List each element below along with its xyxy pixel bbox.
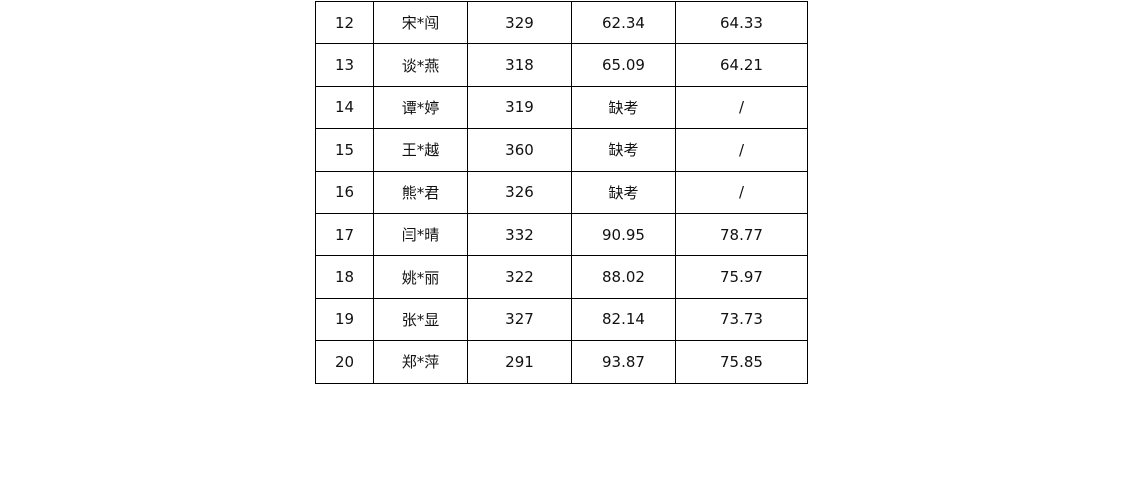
- interview-score-cell: 82.14: [571, 297, 676, 342]
- interview-score-cell: 缺考: [571, 170, 676, 214]
- score-table: 12 宋*闯 329 62.34 64.33 13 谈*燕 318 65.09 64.21 14 谭*…: [315, 0, 808, 384]
- row-number-cell: 13: [315, 43, 374, 87]
- total-score-cell: 64.21: [675, 43, 808, 87]
- interview-score-cell: 缺考: [571, 85, 676, 130]
- table-row: 19 张*显 327 82.14 73.73: [315, 297, 808, 342]
- row-number-cell: 14: [315, 85, 374, 130]
- written-score-cell: 329: [467, 0, 572, 45]
- written-score-cell: 291: [467, 340, 572, 384]
- written-score-cell: 322: [467, 255, 572, 299]
- interview-score-cell: 65.09: [571, 43, 676, 87]
- written-score-cell: 360: [467, 128, 572, 172]
- total-score-cell: /: [675, 128, 808, 172]
- table-row: 13 谈*燕 318 65.09 64.21: [315, 43, 808, 87]
- written-score-cell: 326: [467, 170, 572, 214]
- candidate-name-cell: 闫*晴: [373, 212, 468, 257]
- candidate-name-cell: 熊*君: [373, 170, 468, 214]
- table-row: 17 闫*晴 332 90.95 78.77: [315, 212, 808, 257]
- total-score-cell: /: [675, 85, 808, 130]
- table-row: 14 谭*婷 319 缺考 /: [315, 85, 808, 130]
- candidate-name-cell: 谭*婷: [373, 85, 468, 130]
- candidate-name-cell: 谈*燕: [373, 43, 468, 87]
- table-row: 16 熊*君 326 缺考 /: [315, 170, 808, 214]
- row-number-cell: 12: [315, 0, 374, 45]
- interview-score-cell: 88.02: [571, 255, 676, 299]
- row-number-cell: 20: [315, 340, 374, 384]
- row-number-cell: 17: [315, 212, 374, 257]
- row-number-cell: 18: [315, 255, 374, 299]
- written-score-cell: 327: [467, 297, 572, 342]
- row-number-cell: 15: [315, 128, 374, 172]
- candidate-name-cell: 王*越: [373, 128, 468, 172]
- interview-score-cell: 90.95: [571, 212, 676, 257]
- row-number-cell: 19: [315, 297, 374, 342]
- interview-score-cell: 62.34: [571, 0, 676, 45]
- candidate-name-cell: 姚*丽: [373, 255, 468, 299]
- table-row: 20 郑*萍 291 93.87 75.85: [315, 340, 808, 384]
- written-score-cell: 318: [467, 43, 572, 87]
- total-score-cell: 73.73: [675, 297, 808, 342]
- total-score-cell: 75.85: [675, 340, 808, 384]
- total-score-cell: 78.77: [675, 212, 808, 257]
- candidate-name-cell: 张*显: [373, 297, 468, 342]
- row-number-cell: 16: [315, 170, 374, 214]
- written-score-cell: 332: [467, 212, 572, 257]
- total-score-cell: 64.33: [675, 0, 808, 45]
- total-score-cell: 75.97: [675, 255, 808, 299]
- candidate-name-cell: 郑*萍: [373, 340, 468, 384]
- interview-score-cell: 93.87: [571, 340, 676, 384]
- candidate-name-cell: 宋*闯: [373, 0, 468, 45]
- interview-score-cell: 缺考: [571, 128, 676, 172]
- written-score-cell: 319: [467, 85, 572, 130]
- table-row: 18 姚*丽 322 88.02 75.97: [315, 255, 808, 299]
- table-row: 15 王*越 360 缺考 /: [315, 128, 808, 172]
- total-score-cell: /: [675, 170, 808, 214]
- table-row: 12 宋*闯 329 62.34 64.33: [315, 0, 808, 45]
